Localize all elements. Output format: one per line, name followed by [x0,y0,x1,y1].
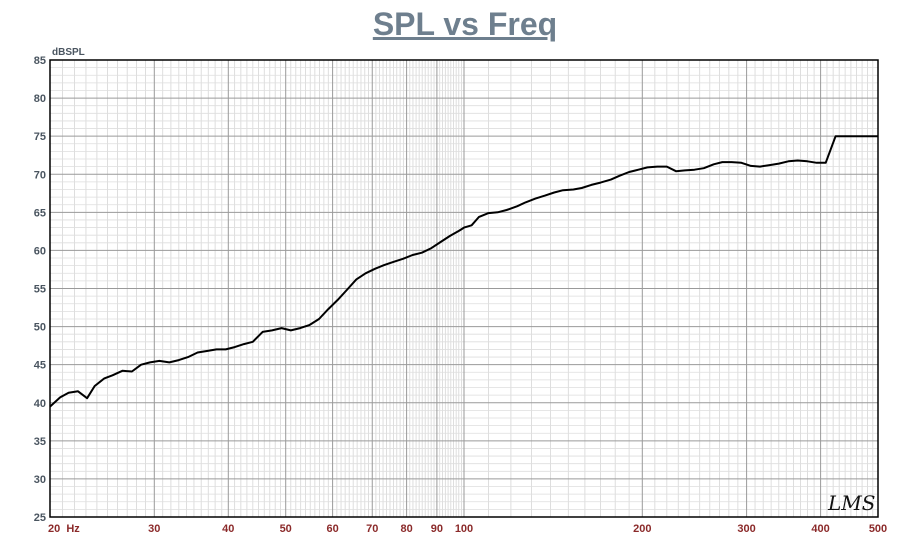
y-axis-ticks: 25 30 35 40 45 50 55 60 65 70 75 80 85 [34,55,46,524]
x-tick-label: 80 [400,523,412,535]
x-tick-label: 300 [737,523,755,535]
x-tick-label: 40 [222,523,234,535]
lms-logo: LMS [827,491,875,515]
major-grid [49,59,879,518]
chart-title: SPL vs Freq [372,6,558,42]
x-tick-label: 60 [326,523,338,535]
x-tick-label: 20 Hz [48,523,80,535]
plot-frame [49,59,879,518]
y-tick-label: 40 [34,398,46,410]
y-tick-label: 80 [34,93,46,105]
x-tick-label: 200 [633,523,651,535]
y-tick-label: 30 [34,474,46,486]
y-tick-label: 60 [34,245,46,257]
x-tick-label: 500 [869,523,887,535]
x-tick-label: 100 [455,523,473,535]
x-tick-label: 50 [280,523,292,535]
y-tick-label: 75 [34,131,46,143]
x-tick-label: 30 [148,523,160,535]
spl-series-line [49,135,878,408]
x-tick-label: 70 [366,523,378,535]
x-tick-label: 400 [811,523,829,535]
y-tick-label: 50 [34,322,46,334]
y-axis-label: dBSPL [52,47,85,58]
y-tick-label: 70 [34,169,46,181]
x-axis-ticks: 20 Hz 30 40 50 60 70 80 90 100 200 300 400 500 [48,523,887,535]
y-tick-label: 45 [34,360,46,372]
y-tick-label: 25 [34,512,46,524]
y-tick-label: 55 [34,284,46,296]
x-tick-label: 90 [431,523,443,535]
y-tick-label: 35 [34,436,46,448]
y-tick-label: 65 [34,207,46,219]
y-tick-label: 85 [34,55,46,67]
